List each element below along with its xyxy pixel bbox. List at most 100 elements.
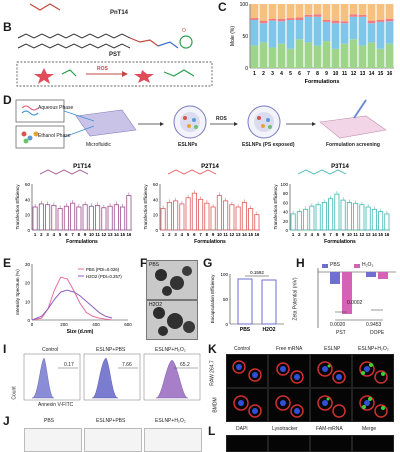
c-bar-7-3 [304,4,313,15]
c-xtick: 6 [298,71,301,77]
d-xtick: 13 [236,232,241,237]
k-img-r2c1 [226,388,268,422]
c-bar-14-2 [367,20,376,24]
c-xtick: 9 [325,71,328,77]
d-bar-3 [45,204,51,231]
d-bar-13 [107,205,113,231]
c-bar-12-1 [349,16,358,40]
c-bar-3-1 [268,20,277,48]
d-bar-11 [353,202,359,231]
c-bar-2-3 [259,4,268,21]
d-bar-9 [340,199,346,231]
c-bar-11-2 [340,21,349,24]
e-ylabel: Intensity Spectrum (%) [15,269,20,315]
panel-e-chart: 0 10 20 30 0 200 400 600 PBS (PDI=0.026) H2O2 (PD… [14,258,134,338]
d-ytick: 80 [283,191,289,196]
panel-label-d: D [3,93,12,107]
d-xtick: 6 [193,232,196,237]
c-bar-14-3 [367,4,376,21]
k-img-r1c3 [310,354,352,388]
encapsulation-efficiency-chart: 0 50 100 PBS H2O2 0.1592 Encapsulation Efficie… [210,270,284,333]
d-bar-14 [371,208,377,231]
j-title-eslnp-pbs: ESLNP+PBS [96,418,126,424]
d-bar-4 [179,203,185,231]
ros-label-d: ROS [216,116,227,122]
panel-label-g: G [203,256,213,270]
bar-pst-h2o2 [342,272,352,314]
tem-pbs-label: PBS [149,262,160,268]
panel-g-chart: 0 50 100 PBS H2O2 0.1592 Encapsulation Efficie… [208,262,290,342]
d-bar-10 [346,202,352,231]
d-xtick: 4 [311,232,314,237]
panel-label-b: B [3,20,12,34]
c-xtick: 11 [342,71,348,77]
d-xlabel: Formulations [66,239,98,245]
d-xtick: 13 [366,232,371,237]
e-legend-label-0: PBS (PDI=0.026) [86,267,120,272]
d-xtick: 8 [78,232,81,237]
d-bar-6 [191,192,197,231]
pst-label: PST [109,52,121,58]
g-bar-1 [261,279,277,325]
d-ytick: 40 [153,197,159,202]
d-ytick: 0 [155,228,158,233]
tem-image-h2o2: H2O2 [146,300,198,340]
d-xtick: 11 [95,232,100,237]
panel-d-chart-p2t14: P2T14 0 20 40 60 1 2 3 4 5 6 7 8 9 10 11 12 13 14 15 16 Formu… [142,160,264,252]
d-molecule [39,169,89,175]
d-bar-7 [198,198,204,231]
flow-value-control: 0.17 [64,362,74,368]
c-bar-2-0 [259,42,268,68]
d-title: P3T14 [331,164,349,170]
c-xtick: 5 [289,71,292,77]
d-xtick: 9 [84,232,87,237]
g-ylabel: Encapsulation Efficiency [210,274,215,323]
d-xtick: 5 [317,232,320,237]
d-xlabel: Formulations [194,239,226,245]
aqueous-phase-label: Aqueous Phase [38,105,74,111]
c-ylabel: Mole (%) [230,26,236,46]
d-bar-3 [173,200,179,231]
c-bar-9-3 [322,4,331,20]
k-title-free-mrna: Free mRNA [276,346,303,352]
c-bar-16-1 [385,21,394,44]
d-xtick: 12 [359,232,364,237]
panel-d-chart-p1t14: P1T14 0 20 40 60 1 2 3 4 5 6 7 8 9 10 11 12 13 14 15 16 Formu… [14,160,136,252]
c-bar-1-3 [250,4,259,19]
d-ytick: 100 [280,182,288,187]
e-xtick: 600 [124,322,132,327]
eslnps-label: ESLNPs [178,142,198,148]
flow-xlabel: Annexin V-FITC [38,402,74,408]
c-ytick: 50 [242,34,248,40]
c-bar-3-3 [268,4,277,19]
d-bar-14 [113,204,119,231]
d-xtick: 4 [181,232,184,237]
d-bar-4 [309,205,315,231]
e-xtick: 200 [60,322,68,327]
e-ytick: 30 [25,262,31,267]
bar-dope-h2o2 [378,272,388,279]
legend-pbs: PBS [330,262,341,268]
d-ylabel: Transfection Efficiency [15,184,20,230]
k-img-r1c2 [268,354,310,388]
d-bar-1 [290,213,296,231]
d-bar-2 [38,203,44,231]
panel-d-schematic: Aqueous Phase Ethanol Phase Microfluidic… [14,96,394,160]
h-category-pst: PST [336,330,346,336]
d-xtick: 1 [292,232,295,237]
d-xtick: 14 [114,232,119,237]
c-bar-1-2 [250,18,259,20]
l-img-fam-mrna [310,435,352,452]
d-bar-7 [328,198,334,231]
d-ylabel: Transfection Efficiency [273,184,278,230]
c-bar-15-0 [376,48,385,68]
pnt14-label: PnT14 [110,10,129,16]
h-annotation-2: 0.0020 [330,322,346,328]
l-title-dapi: DAPI [236,426,248,432]
legend-h2o2: H₂O₂ [362,262,374,268]
d-xlabel: Formulations [324,239,356,245]
c-xtick: 1 [253,71,256,77]
microfluidic-label: Microfluidic [86,142,112,148]
